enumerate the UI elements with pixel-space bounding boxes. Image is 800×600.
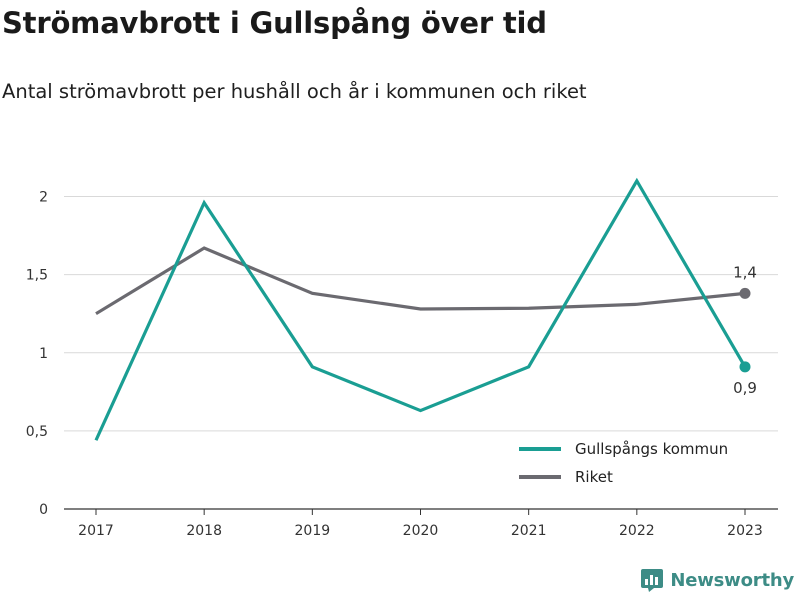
x-tick-label: 2017 [78,523,114,539]
brand-name: Newsworthy [670,569,794,591]
end-label-riket: 1,4 [733,263,757,281]
end-point-gullspang [739,361,751,373]
x-tick-label: 2018 [186,523,222,539]
series-line-gullspang [94,177,747,441]
y-tick-label: 1 [39,346,48,362]
y-tick-label: 0,5 [26,424,48,440]
x-tick-label: 2021 [511,523,547,539]
x-tick-label: 2020 [403,523,439,539]
legend-label: Riket [575,468,613,486]
x-tick-label: 2019 [295,523,331,539]
end-point-riket [739,287,751,299]
newsworthy-logo-icon [641,569,664,592]
y-tick-label: 2 [39,190,48,206]
y-tick-label: 0 [39,502,48,518]
end-label-gullspang: 0,9 [733,379,757,397]
brand-logo: Newsworthy [640,568,794,592]
x-tick-label: 2022 [619,523,655,539]
legend-label: Gullspångs kommun [575,440,728,458]
chart-subtitle: Antal strömavbrott per hushåll och år i … [2,80,587,103]
chart-title: Strömavbrott i Gullspång över tid [2,6,547,40]
x-tick-label: 2023 [727,523,763,539]
y-tick-label: 1,5 [26,268,48,284]
series-line-riket [95,246,746,316]
